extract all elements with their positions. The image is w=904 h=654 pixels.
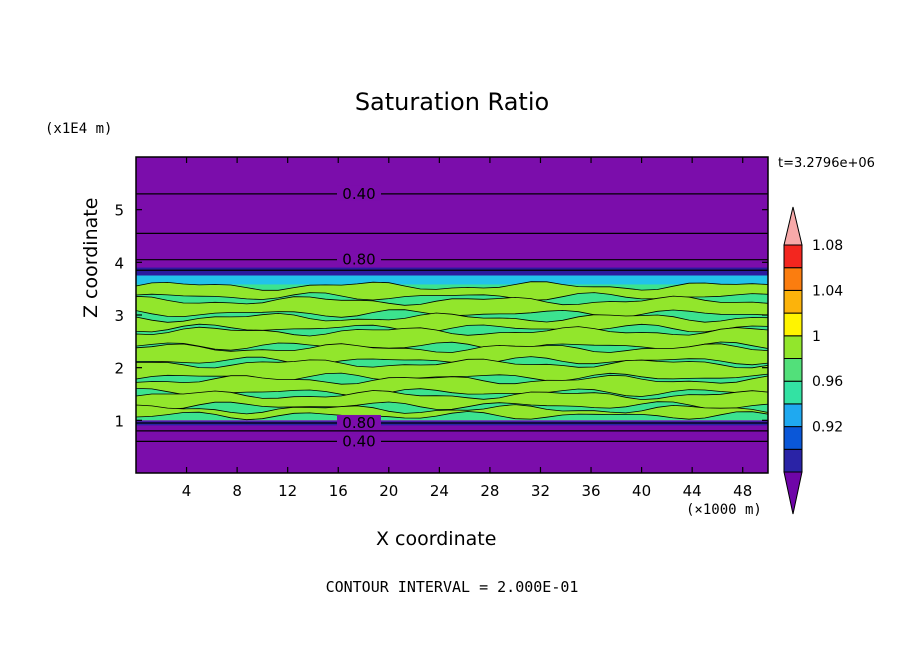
contour-label-1: 0.80 — [342, 251, 375, 269]
colorbar-label-1: 1.04 — [812, 283, 843, 299]
x-tick-label-16: 16 — [329, 482, 348, 500]
x-tick-label-28: 28 — [480, 482, 499, 500]
x-tick-label-8: 8 — [232, 482, 242, 500]
contour-label-2: 0.80 — [342, 414, 375, 432]
colorbar-box-5 — [783, 358, 803, 382]
colorbar-label-2: 1 — [812, 329, 821, 345]
x-tick-label-32: 32 — [531, 482, 550, 500]
band-096 — [136, 275, 768, 287]
x-tick-label-24: 24 — [430, 482, 449, 500]
contour-label-0: 0.40 — [342, 185, 375, 203]
contour-label-bg-0 — [337, 185, 381, 201]
x-axis-unit: (×1000 m) — [686, 502, 762, 518]
contour-label-bg-1 — [337, 251, 381, 267]
x-tick-label-4: 4 — [182, 482, 192, 500]
colorbar-box-7 — [783, 312, 803, 337]
colorbar-box-6 — [783, 335, 803, 359]
y-tick-label-3: 3 — [114, 307, 124, 325]
colorbar-box-10 — [783, 244, 803, 269]
x-tick-label-36: 36 — [581, 482, 600, 500]
x-tick-label-44: 44 — [683, 482, 702, 500]
y-tick-label-2: 2 — [114, 360, 124, 378]
contour-label-bg-3 — [337, 433, 381, 449]
colorbar-box-9 — [783, 267, 803, 291]
colorbar-label-0: 1.08 — [812, 238, 843, 254]
colorbar-box-4 — [783, 380, 803, 405]
contour-label-3: 0.40 — [342, 432, 375, 450]
colorbar-box-1 — [783, 448, 803, 473]
colorbar-label-3: 0.96 — [812, 374, 843, 390]
colorbar-arrow-top — [783, 206, 803, 246]
time-label: t=3.2796e+06 — [778, 156, 875, 171]
colorbar-box-3 — [783, 403, 803, 428]
x-tick-label-20: 20 — [379, 482, 398, 500]
y-axis-unit: (x1E4 m) — [45, 121, 113, 137]
chart-title: Saturation Ratio — [354, 88, 550, 116]
x-tick-label-48: 48 — [733, 482, 752, 500]
y-tick-label-1: 1 — [114, 412, 124, 430]
colorbar-label-4: 0.92 — [812, 420, 843, 436]
x-axis-label: X coordinate — [376, 528, 497, 550]
colorbar-box-2 — [783, 426, 803, 450]
y-tick-label-5: 5 — [114, 202, 124, 220]
colorbar-arrow-bottom — [783, 471, 803, 515]
band-092 — [136, 267, 768, 278]
y-tick-label-4: 4 — [114, 254, 124, 272]
contour-label-bg-2 — [337, 414, 381, 430]
colorbar-box-8 — [783, 289, 803, 314]
x-tick-label-40: 40 — [632, 482, 651, 500]
contour-interval: CONTOUR INTERVAL = 2.000E-01 — [325, 578, 579, 596]
x-tick-label-12: 12 — [278, 482, 297, 500]
